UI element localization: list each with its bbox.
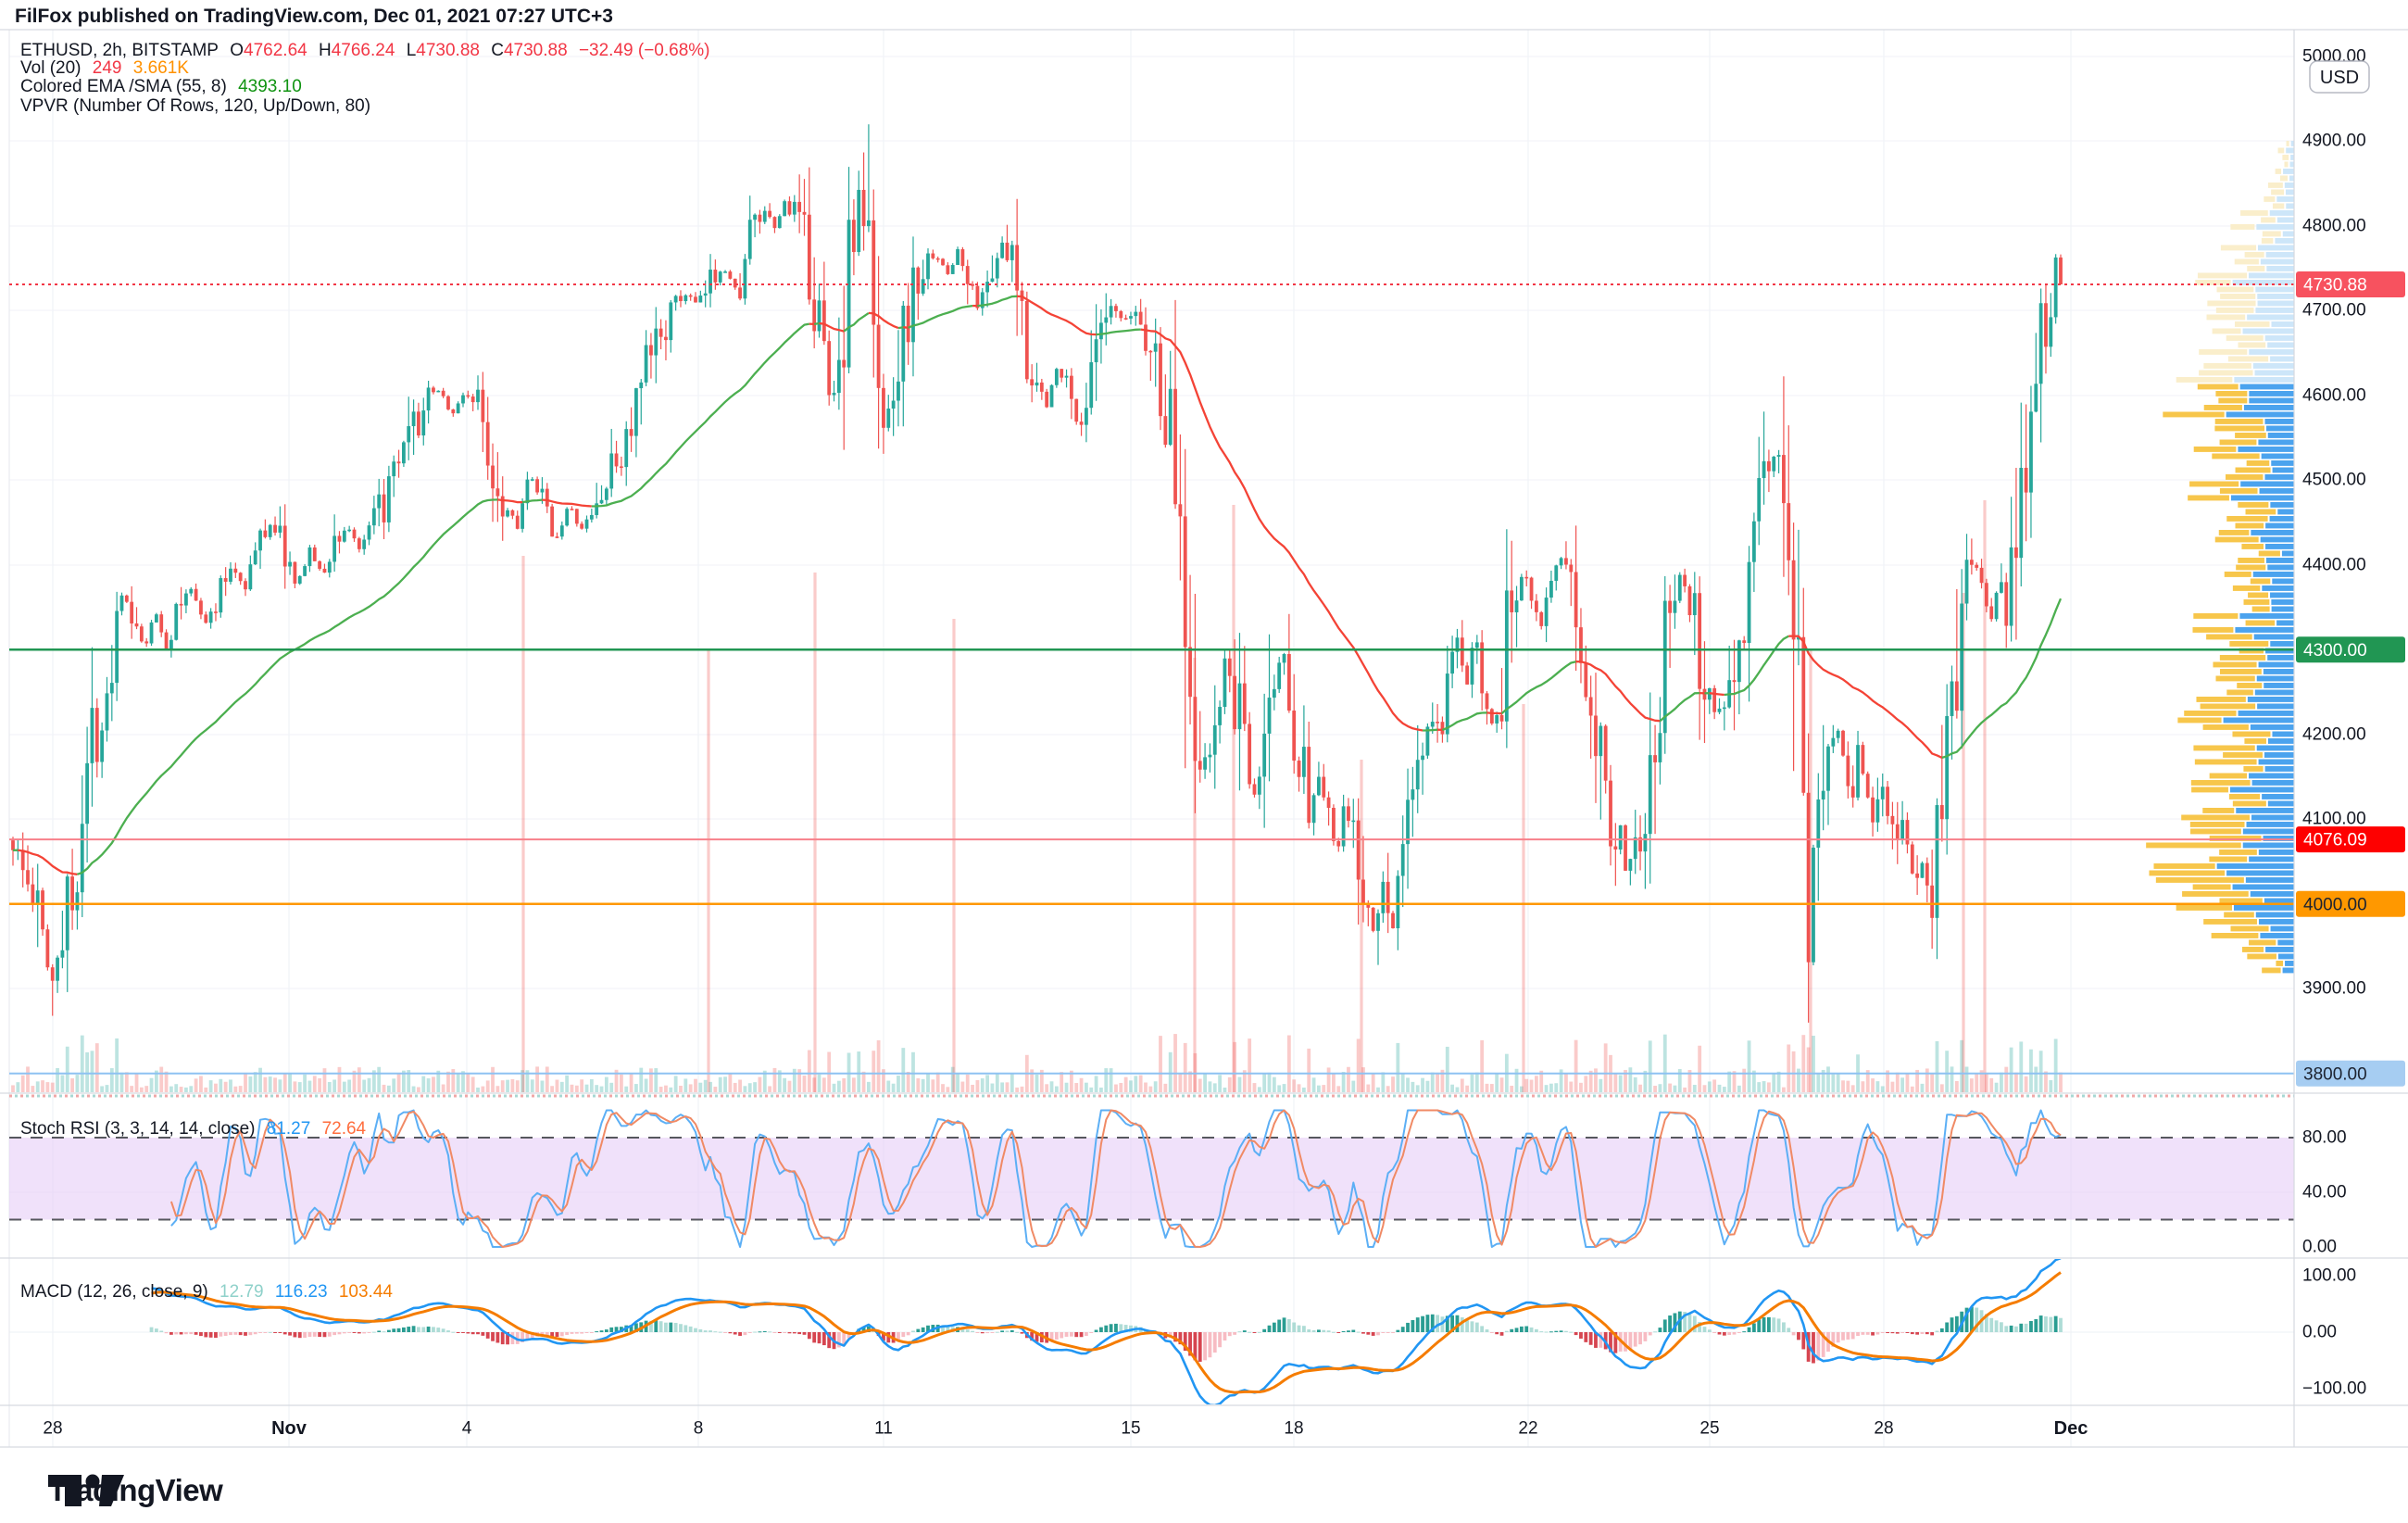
svg-text:Nov: Nov [271, 1418, 307, 1439]
ema-value: 4393.10 [238, 77, 302, 96]
macd-pane [149, 1259, 2063, 1404]
ema-label[interactable]: Colored EMA /SMA (55, 8) [20, 77, 227, 96]
symbol-title[interactable]: ETHUSD, 2h, BITSTAMP [20, 41, 219, 60]
svg-text:4300.00: 4300.00 [2303, 641, 2367, 661]
svg-text:18: 18 [1284, 1419, 1303, 1439]
svg-text:40.00: 40.00 [2302, 1183, 2347, 1202]
time-axis[interactable]: 28 Nov 4 8 11 15 18 22 25 28 Dec [43, 1418, 2088, 1439]
stoch-label[interactable]: Stoch RSI (3, 3, 14, 14, close) [20, 1119, 256, 1139]
price-level-lines [9, 283, 2294, 1075]
svg-text:4: 4 [462, 1419, 472, 1439]
close-label: C [491, 41, 504, 60]
svg-text:0.00: 0.00 [2302, 1238, 2337, 1257]
svg-text:4900.00: 4900.00 [2302, 132, 2366, 151]
svg-text:22: 22 [1518, 1419, 1537, 1439]
svg-text:4076.09: 4076.09 [2303, 831, 2367, 850]
stoch-legend-row[interactable]: Stoch RSI (3, 3, 14, 14, close) 81.27 72… [20, 1119, 372, 1139]
svg-text:3900.00: 3900.00 [2302, 979, 2366, 999]
svg-text:11: 11 [874, 1419, 893, 1439]
vpvr-label[interactable]: VPVR (Number Of Rows, 120, Up/Down, 80) [20, 96, 371, 116]
open-value: 4762.64 [244, 41, 307, 60]
svg-text:28: 28 [1874, 1419, 1893, 1439]
candlesticks [11, 124, 2063, 1023]
svg-text:4800.00: 4800.00 [2302, 217, 2366, 236]
stoch-k-value: 81.27 [266, 1119, 311, 1139]
low-label: L [406, 41, 417, 60]
high-value: 4766.24 [331, 41, 395, 60]
tradingview-logo[interactable]: TradingView [48, 1473, 223, 1508]
svg-text:4200.00: 4200.00 [2302, 725, 2366, 745]
vol-value: 249 [92, 58, 122, 78]
svg-text:4500.00: 4500.00 [2302, 471, 2366, 490]
svg-text:80.00: 80.00 [2302, 1128, 2347, 1148]
macd-label[interactable]: MACD (12, 26, close, 9) [20, 1282, 208, 1302]
macd-signal-value: 103.44 [338, 1282, 393, 1302]
svg-text:0.00: 0.00 [2302, 1323, 2337, 1342]
macd-legend-row[interactable]: MACD (12, 26, close, 9) 12.79 116.23 103… [20, 1282, 399, 1303]
svg-text:4000.00: 4000.00 [2303, 895, 2367, 914]
svg-text:4400.00: 4400.00 [2302, 556, 2366, 575]
low-value: 4730.88 [416, 41, 480, 60]
volume-legend-row[interactable]: Vol (20) 249 3.661K [20, 58, 195, 79]
symbol-legend-row[interactable]: ETHUSD, 2h, BITSTAMP O4762.64 H4766.24 L… [20, 41, 717, 61]
svg-text:25: 25 [1699, 1419, 1719, 1439]
change-value: −32.49 (−0.68%) [578, 41, 710, 60]
close-value: 4730.88 [503, 41, 568, 60]
stoch-rsi-pane [9, 1094, 2294, 1248]
vpvr-legend-row[interactable]: VPVR (Number Of Rows, 120, Up/Down, 80) [20, 96, 377, 117]
vol-label[interactable]: Vol (20) [20, 58, 82, 78]
tradingview-logo-icon [48, 1474, 124, 1506]
svg-text:28: 28 [43, 1419, 62, 1439]
svg-text:4730.88: 4730.88 [2303, 276, 2367, 296]
svg-text:4600.00: 4600.00 [2302, 386, 2366, 406]
pane-dividers [0, 29, 2408, 1448]
macd-hist-value: 12.79 [219, 1282, 264, 1302]
svg-text:8: 8 [694, 1419, 704, 1439]
colored-ema-line [12, 295, 2063, 875]
price-axis[interactable]: 5000.004900.004800.004700.004600.004500.… [2296, 47, 2405, 1399]
volume-histogram [11, 500, 2063, 1092]
svg-text:100.00: 100.00 [2302, 1266, 2356, 1286]
ema-legend-row[interactable]: Colored EMA /SMA (55, 8) 4393.10 [20, 77, 308, 97]
stoch-d-value: 72.64 [321, 1119, 367, 1139]
macd-line-value: 116.23 [274, 1282, 328, 1302]
high-label: H [319, 41, 332, 60]
publish-header: FilFox published on TradingView.com, Dec… [15, 6, 613, 27]
vpvr-volume-profile [2146, 141, 2294, 974]
svg-text:4700.00: 4700.00 [2302, 301, 2366, 321]
svg-text:4100.00: 4100.00 [2302, 810, 2366, 829]
svg-text:USD: USD [2320, 68, 2359, 88]
svg-text:3800.00: 3800.00 [2303, 1064, 2367, 1084]
svg-text:15: 15 [1121, 1419, 1140, 1439]
open-label: O [230, 41, 245, 60]
svg-text:−100.00: −100.00 [2302, 1379, 2366, 1399]
vol-ma-value: 3.661K [132, 58, 189, 78]
svg-text:Dec: Dec [2054, 1418, 2088, 1439]
